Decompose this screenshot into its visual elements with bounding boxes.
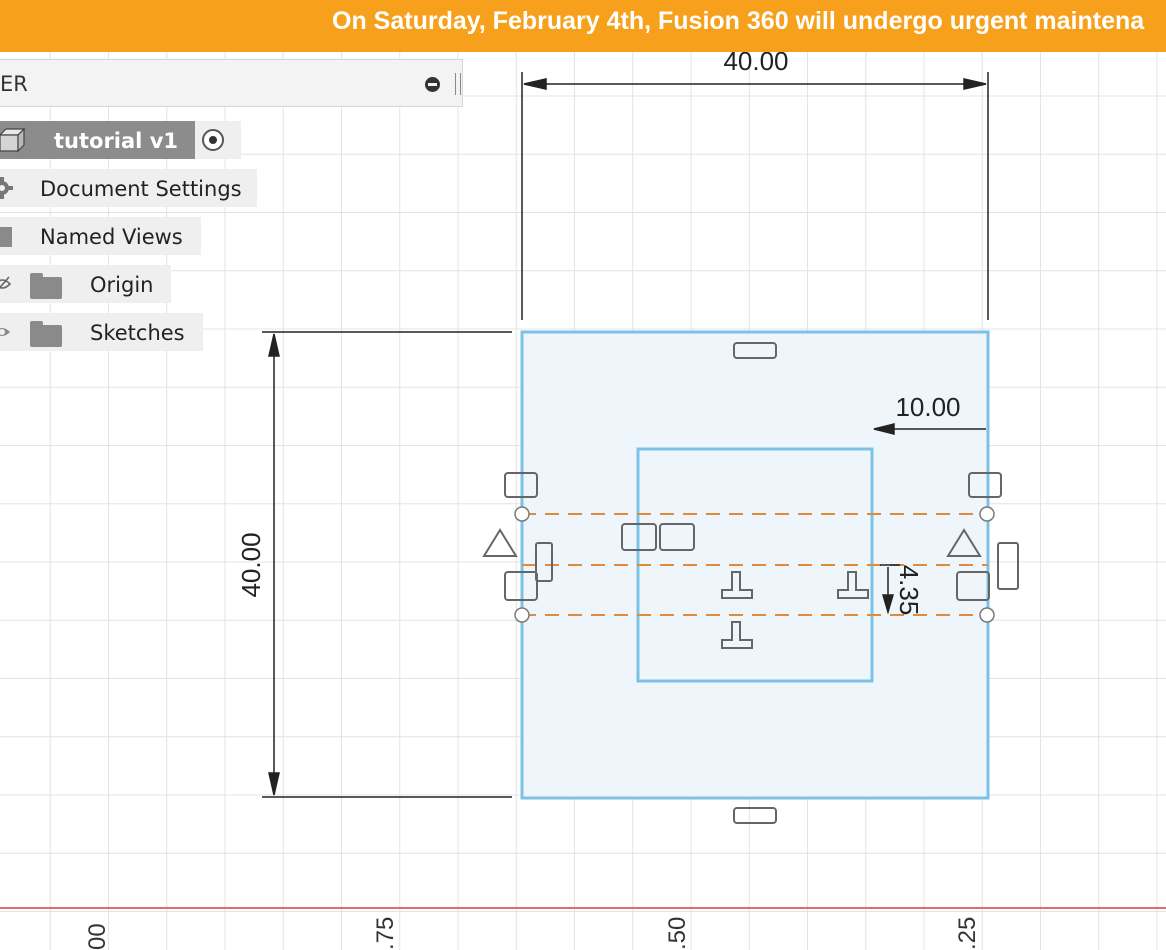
pin-icon[interactable]	[455, 73, 461, 95]
eye-icon[interactable]	[0, 324, 12, 340]
browser-item-root[interactable]: tutorial v1	[0, 121, 195, 159]
dimension-top-width[interactable]	[521, 72, 989, 320]
folder-icon	[30, 273, 62, 299]
collapse-icon[interactable]	[425, 77, 440, 92]
dimension-vertical-small[interactable]	[880, 564, 900, 615]
ruler-label-4: .25	[954, 916, 981, 950]
ruler-label-3: .50	[664, 916, 691, 950]
sketch-points[interactable]	[514, 506, 995, 623]
ruler-label-2: .75	[372, 916, 399, 950]
component-box-icon	[0, 127, 26, 153]
browser-item-label: Document Settings	[40, 177, 242, 201]
constraint-glyphs[interactable]	[482, 342, 1019, 824]
browser-item-label: Origin	[90, 273, 154, 297]
dimension-vertical-small-label[interactable]: 4.35	[894, 565, 924, 616]
active-radio-icon[interactable]	[202, 129, 224, 151]
ruler-label-1: 00	[84, 923, 111, 950]
folder-icon	[0, 227, 12, 247]
browser-panel-header: ER	[0, 59, 463, 107]
folder-icon	[30, 321, 62, 347]
browser-item-document-settings[interactable]: Document Settings	[0, 169, 257, 207]
hidden-eye-icon[interactable]	[0, 275, 12, 293]
browser-item-sketches[interactable]: Sketches	[0, 313, 203, 351]
banner-text: On Saturday, February 4th, Fusion 360 wi…	[332, 7, 1145, 35]
maintenance-banner: On Saturday, February 4th, Fusion 360 wi…	[0, 0, 1166, 52]
dimension-offset-right-label[interactable]: 10.00	[895, 392, 960, 422]
browser-item-label: Named Views	[40, 225, 183, 249]
browser-item-origin[interactable]: Origin	[0, 265, 171, 303]
browser-item-named-views[interactable]: Named Views	[0, 217, 201, 255]
dimension-left-height[interactable]	[262, 331, 512, 798]
dimension-offset-right[interactable]	[873, 423, 986, 435]
construction-lines	[522, 513, 988, 616]
gear-icon	[0, 177, 13, 199]
browser-item-label: Sketches	[90, 321, 185, 345]
browser-item-label: tutorial v1	[54, 129, 178, 153]
dimension-top-width-label[interactable]: 40.00	[723, 52, 788, 76]
browser-title: ER	[0, 72, 28, 96]
browser-item-root-radio-wrap	[195, 121, 241, 159]
sketch-canvas[interactable]: 40.00 40.00 10.00 4.35	[0, 52, 1166, 950]
dimension-left-height-label[interactable]: 40.00	[236, 532, 266, 597]
